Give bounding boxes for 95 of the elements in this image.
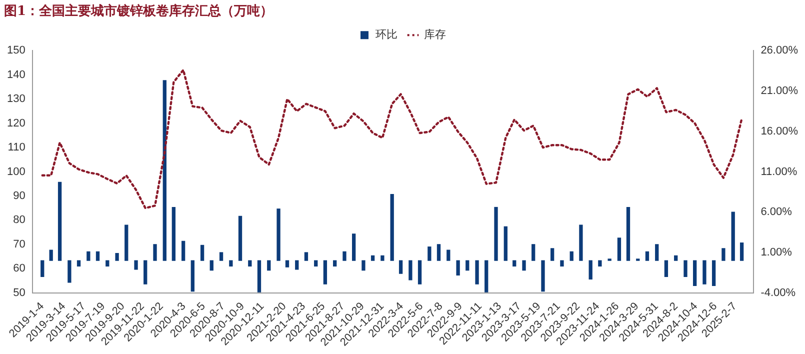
bar xyxy=(512,260,516,267)
bar xyxy=(731,212,735,261)
bar xyxy=(96,251,100,261)
bar xyxy=(560,260,564,267)
bar xyxy=(362,260,366,271)
y2-tick-label: 11.00% xyxy=(760,166,798,178)
y2-tick-label: -4.00% xyxy=(760,286,796,299)
bar xyxy=(674,255,678,261)
bar xyxy=(76,260,81,267)
bar xyxy=(352,234,356,261)
bar xyxy=(579,224,583,261)
bar xyxy=(626,206,630,261)
bar xyxy=(655,244,659,261)
bar xyxy=(276,208,280,261)
bar xyxy=(466,260,470,271)
y-tick-label: 70 xyxy=(13,238,26,250)
bar xyxy=(285,260,290,268)
bar xyxy=(664,260,668,278)
bar xyxy=(267,260,271,271)
bar xyxy=(475,260,479,284)
y-tick-label: 140 xyxy=(6,68,26,81)
bar xyxy=(370,255,375,261)
bar xyxy=(162,80,166,261)
bar xyxy=(342,251,346,261)
bar xyxy=(617,238,622,261)
bar xyxy=(398,260,403,274)
y2-tick-label: 21.00% xyxy=(760,85,798,98)
y-tick-label: 50 xyxy=(13,286,26,299)
bar xyxy=(333,260,337,267)
bar xyxy=(86,251,90,261)
bar xyxy=(49,250,53,261)
bar xyxy=(418,260,422,284)
bar xyxy=(106,260,110,267)
bar xyxy=(740,242,744,261)
bar xyxy=(522,260,526,271)
bar xyxy=(702,260,706,284)
bar xyxy=(390,194,394,261)
line-series xyxy=(41,68,743,210)
bar xyxy=(68,260,72,283)
bar xyxy=(428,246,432,261)
bar xyxy=(219,252,224,261)
bar xyxy=(484,260,488,292)
bar xyxy=(144,260,148,284)
bar xyxy=(684,260,688,278)
bar xyxy=(456,260,460,276)
bar xyxy=(248,260,252,267)
bar xyxy=(494,206,498,261)
y-tick-label: 130 xyxy=(6,93,26,106)
y-tick-label: 90 xyxy=(13,190,26,202)
bar xyxy=(504,226,508,261)
bar xyxy=(210,260,214,271)
bar xyxy=(124,224,128,261)
bar xyxy=(314,260,318,267)
bar xyxy=(40,260,44,278)
bar xyxy=(229,260,233,267)
bar xyxy=(153,244,157,261)
bar xyxy=(58,182,62,261)
bar xyxy=(304,252,308,261)
bar xyxy=(541,260,545,292)
bar xyxy=(238,216,242,261)
bar xyxy=(532,244,536,261)
bar xyxy=(380,255,384,261)
bar xyxy=(323,260,328,284)
bar xyxy=(550,248,554,261)
bar xyxy=(645,251,650,261)
y-tick-label: 100 xyxy=(6,166,26,178)
y2-tick-label: 16.00% xyxy=(760,125,798,138)
bar xyxy=(722,248,726,261)
legend-label: 环比 xyxy=(376,28,398,41)
y-tick-label: 150 xyxy=(6,44,26,57)
bar xyxy=(588,260,592,280)
bar xyxy=(181,240,186,261)
bar xyxy=(115,252,119,261)
y2-tick-label: 26.00% xyxy=(760,44,798,57)
bar xyxy=(570,251,574,261)
bar xyxy=(134,260,138,270)
bar xyxy=(190,260,194,292)
bar xyxy=(200,244,204,261)
bar xyxy=(712,260,716,286)
y-tick-label: 60 xyxy=(13,262,26,275)
y2-tick-label: 6.00% xyxy=(760,206,792,218)
bar xyxy=(692,260,697,286)
y-tick-label: 80 xyxy=(13,214,26,226)
bar xyxy=(172,206,176,261)
bar xyxy=(257,260,262,292)
chart-title: 图1：全国主要城市镀锌板卷库存汇总（万吨） xyxy=(4,3,274,20)
y-tick-label: 110 xyxy=(8,142,26,154)
y-tick-label: 120 xyxy=(6,117,26,130)
y2-tick-label: 1.00% xyxy=(760,246,792,259)
legend-label: 库存 xyxy=(424,28,446,41)
bar xyxy=(408,260,412,280)
bar xyxy=(446,250,450,261)
bar xyxy=(295,260,299,270)
bar xyxy=(436,244,441,261)
bar xyxy=(598,260,602,267)
